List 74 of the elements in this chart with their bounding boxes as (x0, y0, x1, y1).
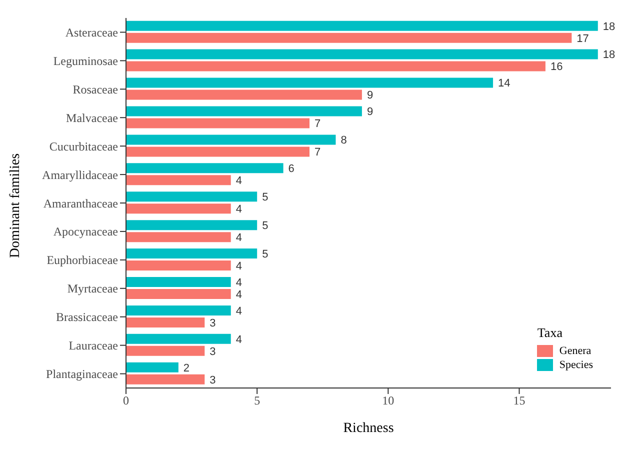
x-tick-label: 10 (382, 394, 394, 408)
legend-label: Species (559, 359, 593, 371)
y-tick-label: Lauraceae (68, 338, 118, 353)
bar (126, 163, 284, 174)
data-label: 4 (236, 232, 242, 244)
y-tick-label: Apocynaceae (53, 224, 118, 239)
bar (126, 248, 258, 259)
x-tick-label: 15 (513, 394, 526, 408)
bar (126, 220, 258, 230)
data-label: 4 (236, 288, 242, 301)
y-tick-label: Plantaginaceae (46, 367, 118, 382)
y-tick-label: Amaryllidaceae (42, 168, 118, 182)
data-label: 4 (236, 276, 242, 289)
bar (126, 305, 231, 316)
bar (126, 32, 572, 43)
data-label: 4 (236, 260, 242, 272)
data-label: 17 (576, 32, 589, 45)
y-tick-label: Asteraceae (65, 25, 118, 40)
data-label: 9 (366, 90, 374, 102)
data-label: 8 (340, 134, 347, 147)
bar (126, 362, 178, 372)
data-label: 5 (262, 192, 268, 204)
data-label: 18 (602, 49, 616, 62)
y-axis-title: Dominant families (8, 153, 23, 258)
bar (126, 192, 258, 202)
data-label: 7 (314, 146, 321, 159)
y-tick-label: Malvaceae (66, 110, 118, 125)
x-axis-title: Richness (343, 421, 394, 436)
bar (126, 317, 205, 328)
data-label: 5 (262, 248, 268, 260)
bar (126, 374, 205, 384)
x-tick-label: 5 (254, 394, 260, 408)
data-label: 4 (236, 204, 242, 216)
data-label: 7 (314, 118, 321, 130)
legend-label: Genera (559, 345, 592, 357)
bar (126, 334, 231, 344)
bar (126, 146, 310, 157)
y-tick-label: Myrtaceae (67, 282, 118, 296)
bar (126, 106, 362, 116)
data-label: 4 (236, 305, 242, 318)
data-label: 4 (236, 175, 242, 188)
bar (126, 289, 231, 299)
data-label: 18 (602, 20, 616, 33)
data-label: 5 (262, 220, 268, 232)
bar (126, 61, 546, 72)
data-label: 16 (550, 61, 563, 74)
data-label: 9 (366, 106, 374, 118)
data-label: 6 (288, 163, 294, 176)
data-label: 3 (210, 346, 216, 358)
bar (126, 175, 231, 186)
bar (126, 134, 336, 145)
bar (126, 118, 310, 128)
bar (126, 346, 205, 356)
bar (126, 260, 231, 271)
data-label: 3 (210, 317, 216, 330)
data-label: 4 (236, 334, 242, 346)
bar (126, 49, 598, 60)
data-label: 14 (498, 78, 510, 90)
y-tick-label: Cucurbitaceae (49, 139, 118, 154)
y-tick-label: Leguminosae (53, 54, 118, 68)
data-label: 2 (183, 362, 190, 374)
bar (126, 78, 494, 88)
data-label: 3 (210, 374, 216, 386)
bar (126, 277, 231, 287)
bar (126, 232, 231, 242)
y-tick-label: Rosaceae (72, 82, 118, 96)
y-tick-label: Amaranthaceae (43, 196, 118, 210)
y-tick-label: Euphorbiaceae (46, 253, 118, 268)
bar (126, 90, 362, 100)
legend-title: Taxa (537, 325, 564, 341)
x-tick-label: 0 (123, 394, 129, 408)
bar (126, 204, 231, 214)
y-tick-label: Brassicaceae (56, 310, 118, 324)
bar (126, 20, 598, 31)
